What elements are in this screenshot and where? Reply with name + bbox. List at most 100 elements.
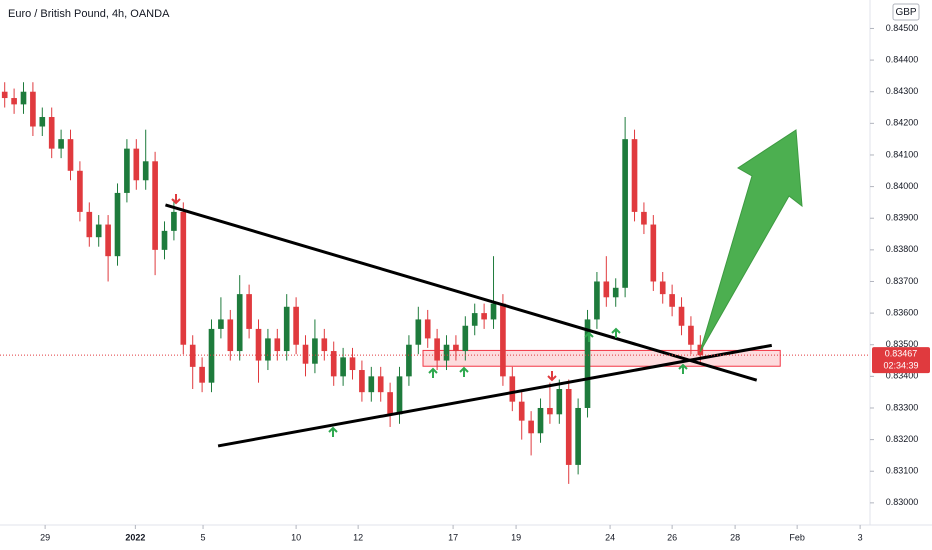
currency-label: GBP [895,7,916,18]
up-arrow [678,363,688,374]
y-tick-label: 0.84300 [886,86,919,96]
candle-body [255,328,262,361]
candle-body [603,281,610,298]
candle-body [293,306,299,345]
y-tick-label: 0.84400 [886,54,919,64]
candle-body [490,303,497,320]
candle-body [612,287,619,298]
candle-body [1,91,8,99]
chart-title: Euro / British Pound, 4h, OANDA [8,8,170,20]
candle-body [500,303,506,377]
candle-body [133,148,140,181]
x-tick-label: 3 [858,532,863,542]
y-tick-label: 0.83100 [886,466,919,476]
x-tick-label: 24 [605,532,615,542]
y-tick-label: 0.83600 [886,307,919,317]
candle-body [575,407,581,465]
x-tick-label: 2022 [125,532,145,542]
candle-body [359,370,365,393]
candle-body [312,338,318,364]
candle-body [274,338,281,352]
candle-body [142,161,149,181]
y-tick-label: 0.83300 [886,402,919,412]
candle-body [218,319,224,329]
x-tick-label: 12 [353,532,363,542]
up-arrow [611,327,621,338]
candle-body [199,366,205,383]
last-price-label: 0.83467 [885,349,918,359]
x-tick-label: 10 [291,532,301,542]
candle-body [443,344,450,361]
candle-body [688,325,694,345]
candle-body [95,224,102,238]
y-tick-label: 0.83700 [886,276,919,286]
candle-body [471,313,478,326]
signal-arrows [171,129,803,437]
candle-body [86,211,93,238]
candle-body [453,344,459,352]
candle-body [556,389,563,415]
y-tick-label: 0.84500 [886,23,919,33]
candle-body [283,306,290,352]
y-tick-label: 0.83800 [886,244,919,254]
candle-body [340,357,346,377]
x-tick-label: 26 [667,532,677,542]
x-tick-label: 17 [448,532,458,542]
down-arrow [171,194,181,205]
x-tick-label: 29 [40,532,50,542]
y-tick-label: 0.84000 [886,181,919,191]
y-tick-label: 0.84100 [886,149,919,159]
candle-body [528,420,534,434]
candle-body [537,407,544,434]
candle-body [377,376,384,393]
trendline [217,343,773,448]
candle-body [509,376,516,402]
up-arrow [428,367,438,378]
candle-body [387,392,393,415]
candle-body [396,376,403,415]
up-arrow [584,331,594,342]
candle-body [547,407,553,415]
candle-body [227,319,234,352]
candle-body [424,319,431,339]
candle-body [659,281,666,295]
candle-body [584,319,591,408]
candle-body [114,192,121,257]
x-tick-label: 28 [730,532,740,542]
currency-box [892,3,920,21]
candle-body [565,389,572,465]
candle-body [518,401,525,421]
candle-body [330,351,337,377]
candle-body [11,98,17,105]
candle-body [20,91,27,105]
candle-body [171,211,177,231]
y-tick-label: 0.83400 [886,371,919,381]
plot [0,82,870,484]
up-arrow [459,366,469,377]
candle-body [161,230,168,250]
y-tick-label: 0.84200 [886,118,919,128]
candle-body [48,117,55,149]
trendline [165,203,758,382]
candle-body [622,139,628,288]
y-tick-label: 0.83200 [886,434,919,444]
candle-body [462,325,469,352]
candle-body [208,328,215,383]
last-price-tag [872,347,930,374]
candle-body [594,281,600,320]
candle-body [189,344,196,367]
candle-body [650,224,657,282]
candle-body [39,117,46,127]
candle-body [236,294,243,352]
big-up-arrow [699,129,803,353]
candle-body [67,139,74,171]
down-arrow [547,371,557,382]
candle-body [321,338,328,352]
x-tick-label: 19 [511,532,521,542]
candle-body [265,338,271,361]
candle-body [481,313,487,320]
candle-body [669,294,675,307]
candle-body [77,170,83,212]
